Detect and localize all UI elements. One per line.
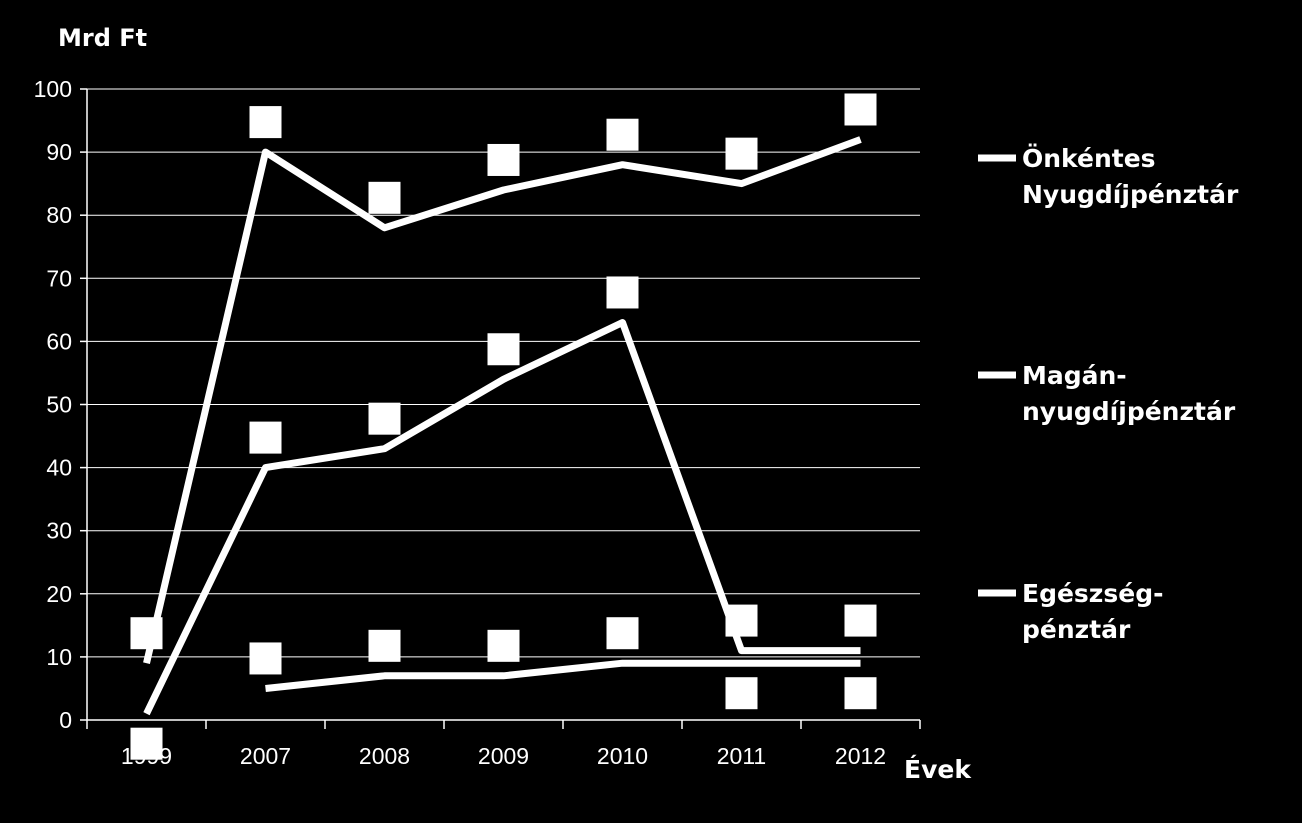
- data-label-marker: [844, 604, 877, 637]
- x-axis-label: Évek: [904, 755, 972, 784]
- legend-label: Nyugdíjpénztár: [1022, 180, 1239, 209]
- data-label-marker: [606, 276, 639, 309]
- y-tick-label: 70: [46, 265, 72, 291]
- y-tick-label: 0: [59, 707, 72, 733]
- data-label-marker: [368, 402, 401, 435]
- y-tick-label: 50: [46, 392, 72, 418]
- y-tick-label: 80: [46, 202, 72, 228]
- series-lines: [143, 136, 862, 716]
- data-label-marker: [487, 629, 520, 662]
- y-tick-label: 40: [46, 455, 72, 481]
- data-label-marker: [487, 333, 520, 366]
- data-label-marker: [844, 677, 877, 710]
- series-line-2: [265, 659, 861, 692]
- data-label-marker: [368, 629, 401, 662]
- legend-label: pénztár: [1022, 615, 1131, 644]
- data-label-marker: [725, 604, 758, 637]
- x-tick-label: 2011: [717, 743, 766, 769]
- legend-label: Egészség-: [1022, 579, 1163, 608]
- x-tick-label: 2012: [835, 743, 886, 769]
- data-label-marker: [249, 106, 282, 139]
- data-label-marker: [606, 118, 639, 151]
- x-tick-label: 2008: [359, 743, 410, 769]
- x-tick-label: 2009: [478, 743, 529, 769]
- legend-label: Magán-: [1022, 361, 1127, 390]
- y-axis-ticks: 0 10 20 30 40 50 60 70 80 90 100: [34, 76, 87, 733]
- data-labels: [130, 93, 877, 760]
- data-label-marker: [725, 677, 758, 710]
- data-label-marker: [368, 181, 401, 214]
- y-tick-label: 10: [46, 644, 72, 670]
- y-tick-label: 30: [46, 518, 72, 544]
- data-label-marker: [130, 617, 163, 650]
- data-label-marker: [249, 421, 282, 454]
- data-label-marker: [844, 93, 877, 126]
- data-label-marker: [249, 642, 282, 675]
- y-tick-label: 20: [46, 581, 72, 607]
- y-axis-label: Mrd Ft: [58, 24, 147, 52]
- y-tick-label: 100: [34, 76, 72, 102]
- series-line-1: [143, 319, 861, 716]
- y-tick-label: 90: [46, 139, 72, 165]
- y-tick-label: 60: [46, 328, 72, 354]
- legend: Önkéntes Nyugdíjpénztár Magán-nyugdíjpénzt…: [978, 143, 1239, 644]
- x-tick-label: 2010: [597, 743, 648, 769]
- legend-label: Önkéntes: [1022, 143, 1156, 173]
- data-label-marker: [606, 617, 639, 650]
- x-axis-ticks: 1999200720082009201020112012: [86, 720, 921, 769]
- data-label-marker: [130, 727, 163, 760]
- series-line-0: [143, 136, 862, 664]
- x-tick-label: 2007: [240, 743, 291, 769]
- data-label-marker: [487, 143, 520, 176]
- legend-label: nyugdíjpénztár: [1022, 397, 1236, 426]
- data-label-marker: [725, 137, 758, 170]
